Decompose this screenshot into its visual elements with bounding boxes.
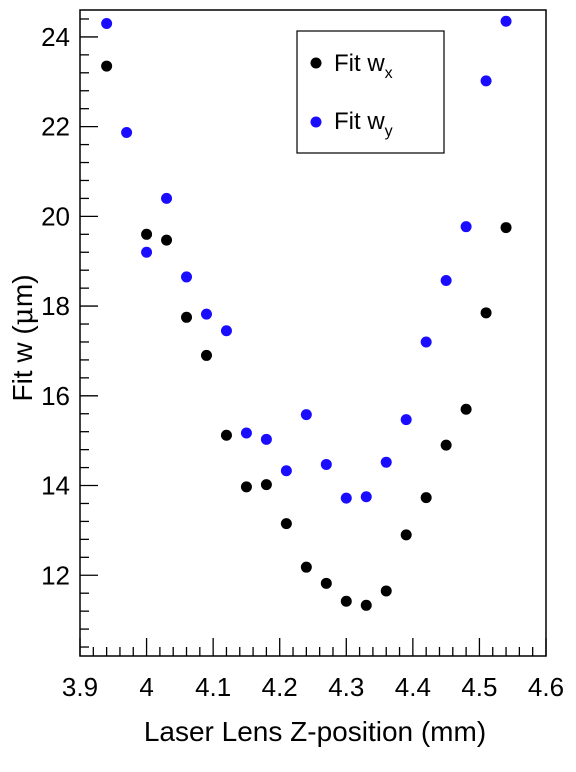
x-tick-label: 4.4 [395, 672, 431, 702]
y-tick-label: 12 [41, 560, 70, 590]
data-point-wy [260, 433, 272, 445]
data-point-wx [141, 228, 153, 240]
data-point-wx [161, 234, 173, 246]
data-point-wx [400, 529, 412, 541]
x-tick-label: 4.2 [262, 672, 298, 702]
legend-label-wy-main: Fit w [334, 108, 385, 135]
data-point-wy [200, 308, 212, 320]
y-axis-title-mu: μ [6, 307, 39, 325]
data-point-wx [480, 307, 492, 319]
plot-frame [79, 9, 547, 657]
legend-marker-wy [310, 116, 322, 128]
data-point-wy [161, 192, 173, 204]
legend: Fit wx Fit wy [296, 30, 445, 154]
data-point-wx [320, 577, 332, 589]
x-tick-label: 4.5 [461, 672, 497, 702]
data-point-wy [280, 465, 292, 477]
data-point-wx [200, 349, 212, 361]
y-axis-title-suffix: m) [7, 274, 38, 307]
data-point-wy [500, 15, 512, 27]
data-point-wy [400, 414, 412, 426]
data-point-wx [181, 311, 193, 323]
data-point-wy [121, 126, 133, 138]
data-point-wy [181, 271, 193, 283]
legend-box [296, 30, 445, 154]
data-point-wy [320, 458, 332, 470]
legend-marker-wx [310, 57, 322, 69]
data-point-wy [101, 17, 113, 29]
data-point-wx [300, 561, 312, 573]
data-point-wy [380, 456, 392, 468]
data-point-wy [300, 409, 312, 421]
data-point-wx [260, 479, 272, 491]
data-point-wy [440, 275, 452, 287]
data-point-wx [380, 585, 392, 597]
data-point-wx [280, 518, 292, 530]
legend-label-wx-main: Fit w [334, 50, 385, 77]
data-point-wx [240, 481, 252, 493]
data-point-wy [420, 336, 432, 348]
x-axis-title: Laser Lens Z-position (mm) [144, 716, 486, 747]
data-point-wy [220, 325, 232, 337]
data-point-wy [240, 427, 252, 439]
data-point-wy [141, 246, 153, 258]
y-axis-title-prefix: Fit w ( [7, 325, 38, 402]
data-point-wx [420, 492, 432, 504]
legend-label-wx: Fit wx [334, 50, 393, 82]
y-tick-label: 22 [41, 112, 70, 142]
y-tick-label: 14 [41, 471, 70, 501]
data-points [101, 15, 512, 611]
y-tick-label: 18 [41, 291, 70, 321]
legend-label-wy: Fit wy [334, 108, 393, 140]
x-tick-label: 3.9 [62, 672, 98, 702]
data-point-wx [101, 60, 113, 72]
legend-label-wy-sub: y [385, 123, 393, 140]
x-tick-label: 4.6 [528, 672, 564, 702]
x-tick-label: 4 [139, 672, 153, 702]
data-point-wx [500, 222, 512, 234]
data-point-wy [360, 491, 372, 503]
data-point-wx [460, 403, 472, 415]
x-tick-label: 4.1 [195, 672, 231, 702]
data-point-wx [220, 429, 232, 441]
y-tick-label: 16 [41, 381, 70, 411]
axes: 3.9 4 4.1 4.2 4.3 4.4 4.5 4.6 12 14 16 18 20 22 24 [41, 18, 564, 702]
y-tick-label: 20 [41, 201, 70, 231]
legend-label-wx-sub: x [385, 65, 393, 82]
data-point-wx [340, 595, 352, 607]
data-point-wy [480, 75, 492, 87]
y-axis-title: Fit w (μm) [6, 274, 39, 401]
x-tick-label: 4.3 [328, 672, 364, 702]
data-point-wx [360, 599, 372, 611]
data-point-wy [460, 221, 472, 233]
y-tick-label: 24 [41, 22, 70, 52]
data-point-wx [440, 439, 452, 451]
data-point-wy [340, 492, 352, 504]
